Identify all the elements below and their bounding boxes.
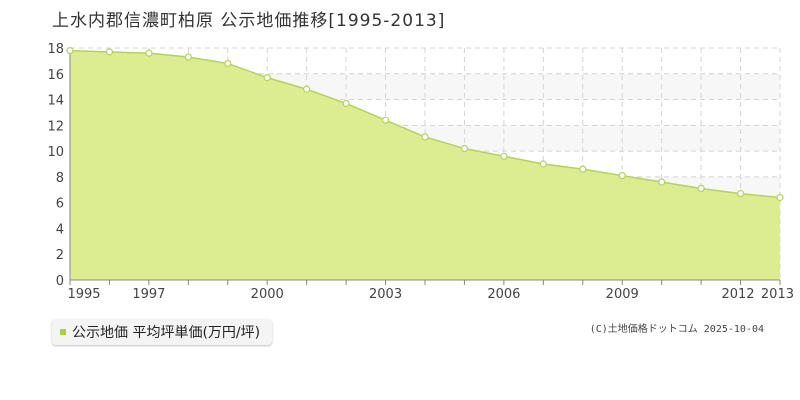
data-point: [776, 193, 784, 202]
data-point: [303, 85, 311, 93]
x-tick-label: 1997: [132, 287, 165, 302]
legend-swatch: [60, 329, 66, 335]
chart-title: 上水内郡信濃町柏原 公示地価推移[1995-2013]: [52, 11, 446, 31]
data-point: [460, 144, 469, 153]
chart-legend: 公示地価 平均坪単価(万円/坪): [52, 319, 273, 345]
data-point: [618, 172, 626, 180]
y-tick-label: 8: [56, 171, 64, 186]
y-tick-label: 0: [56, 274, 64, 289]
data-point: [105, 48, 114, 56]
y-tick-label: 14: [47, 94, 64, 109]
x-tick-label: 2013: [761, 287, 794, 302]
data-point: [184, 53, 192, 61]
data-point: [736, 190, 745, 198]
data-point: [697, 184, 705, 193]
x-tick-label: 1995: [67, 287, 100, 302]
y-tick-label: 6: [56, 197, 64, 212]
y-tick-label: 2: [56, 248, 64, 263]
data-point: [539, 160, 547, 168]
data-point: [145, 49, 153, 57]
y-tick-label: 10: [47, 145, 64, 160]
data-point: [579, 165, 587, 173]
data-point: [658, 178, 666, 186]
y-tick-label: 18: [47, 42, 64, 57]
y-tick-label: 4: [56, 222, 64, 237]
x-tick-label: 2012: [721, 287, 754, 302]
x-tick-label: 2003: [369, 287, 402, 302]
x-tick-label: 2009: [606, 287, 639, 302]
data-point: [421, 133, 429, 141]
y-tick-label: 12: [47, 119, 64, 134]
y-tick-label: 16: [47, 68, 64, 83]
x-tick-label: 2000: [251, 287, 284, 302]
legend-label: 公示地価 平均坪単価(万円/坪): [72, 325, 261, 341]
x-tick-label: 2006: [487, 287, 520, 302]
data-point: [342, 99, 350, 108]
data-point: [66, 46, 74, 55]
series-area: [70, 50, 780, 281]
data-point: [500, 152, 508, 160]
data-point: [381, 116, 390, 124]
data-point: [224, 59, 232, 68]
credit-text: (C)土地価格ドットコム 2025-10-04: [589, 324, 764, 335]
data-point: [263, 74, 271, 82]
